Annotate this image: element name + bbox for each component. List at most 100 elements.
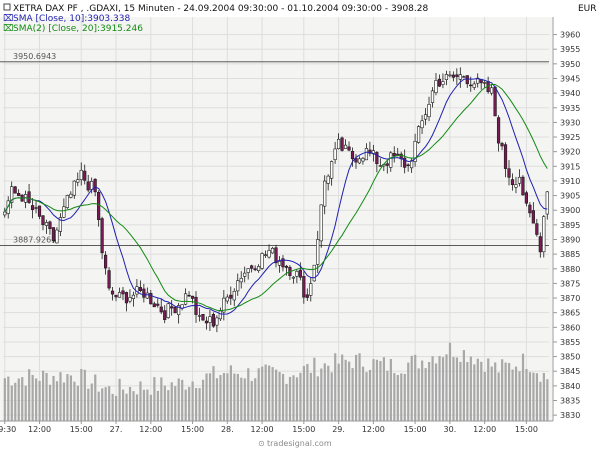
volume-bar bbox=[518, 371, 521, 421]
volume-bar bbox=[17, 378, 20, 421]
volume-bar bbox=[87, 388, 90, 421]
volume-bar bbox=[542, 372, 545, 421]
watermark-text: tradesignal.com bbox=[267, 439, 332, 448]
volume-bar bbox=[66, 374, 69, 421]
volume-bar bbox=[323, 363, 326, 421]
volume-bar bbox=[118, 378, 121, 421]
candle-body bbox=[410, 160, 414, 169]
candle-body bbox=[270, 247, 275, 254]
volume-bar bbox=[163, 385, 166, 421]
candle-body bbox=[423, 114, 428, 120]
candle-body bbox=[427, 104, 431, 118]
volume-bar bbox=[177, 378, 180, 421]
candle-body bbox=[149, 293, 153, 305]
y-tick-label: 3940 bbox=[560, 89, 580, 98]
volume-bar bbox=[90, 383, 93, 421]
volume-bar bbox=[508, 363, 511, 421]
volume-bar bbox=[257, 368, 260, 421]
volume-bar bbox=[243, 378, 246, 421]
candle-body bbox=[389, 152, 393, 168]
volume-bar bbox=[181, 379, 184, 421]
volume-bar bbox=[212, 366, 215, 421]
level-label: 3887.9265 bbox=[13, 236, 56, 245]
volume-bar bbox=[528, 372, 532, 421]
candle-body bbox=[469, 84, 473, 87]
volume-bar bbox=[309, 372, 312, 421]
candle-body bbox=[302, 276, 306, 298]
candle-body bbox=[406, 164, 410, 166]
volume-bar bbox=[466, 362, 469, 421]
sma-10-line bbox=[4, 78, 548, 315]
volume-bar bbox=[229, 365, 232, 421]
volume-bar bbox=[532, 372, 535, 421]
volume-bar bbox=[372, 359, 375, 421]
candle-body bbox=[128, 297, 132, 302]
volume-bar bbox=[358, 353, 361, 421]
candle-body bbox=[298, 269, 302, 278]
volume-bar bbox=[69, 375, 73, 421]
candle-body bbox=[204, 320, 209, 324]
volume-bar bbox=[52, 375, 55, 421]
sma-20-line bbox=[4, 83, 548, 312]
candle-body bbox=[44, 222, 49, 226]
volume-bar bbox=[3, 378, 6, 421]
volume-bar bbox=[546, 379, 549, 421]
volume-bar bbox=[35, 378, 38, 421]
volume-bar bbox=[121, 389, 125, 421]
y-tick-label: 3895 bbox=[560, 221, 580, 230]
volume-bar bbox=[226, 373, 229, 421]
candle-body bbox=[347, 146, 351, 151]
candle-body bbox=[277, 261, 282, 266]
candle-body bbox=[295, 270, 299, 277]
volume-bar bbox=[337, 363, 340, 421]
candle-body bbox=[323, 180, 327, 207]
candle-body bbox=[225, 296, 229, 302]
chart-title: XETRA DAX PF , .GDAXI, 15 Minuten - 24.0… bbox=[13, 4, 428, 14]
volume-bar bbox=[45, 372, 48, 421]
y-axis: 3960 3955 3950 3945 3940 3935 3930 3925 3920 3915… bbox=[552, 17, 580, 421]
candle-body bbox=[159, 306, 163, 313]
volume-bar bbox=[41, 370, 45, 421]
volume-bar bbox=[483, 371, 486, 421]
volume-bar bbox=[160, 377, 163, 421]
volume-bar bbox=[195, 388, 198, 421]
candle-body bbox=[437, 78, 442, 87]
candle-body bbox=[110, 290, 115, 295]
volume-bars bbox=[3, 342, 549, 421]
candle-body bbox=[190, 295, 195, 299]
volume-bar bbox=[149, 394, 153, 421]
volume-bar bbox=[233, 373, 236, 421]
volume-bar bbox=[501, 359, 504, 421]
candle-body bbox=[142, 288, 146, 298]
volume-bar bbox=[403, 373, 406, 421]
candle-body bbox=[197, 315, 202, 317]
volume-bar bbox=[254, 378, 257, 421]
volume-bar bbox=[275, 369, 278, 421]
volume-bar bbox=[313, 357, 316, 421]
volume-bar bbox=[302, 365, 306, 421]
volume-bar bbox=[55, 381, 59, 421]
volume-bar bbox=[48, 384, 52, 421]
candle-body bbox=[48, 221, 52, 230]
volume-bar bbox=[80, 368, 83, 421]
candle-body bbox=[152, 303, 156, 308]
candle-body bbox=[284, 265, 289, 268]
volume-bar bbox=[497, 372, 500, 421]
candle-body bbox=[246, 268, 250, 273]
candle-body bbox=[503, 144, 508, 169]
y-tick-label: 3860 bbox=[560, 323, 580, 332]
candle-body bbox=[30, 205, 35, 210]
volume-bar bbox=[334, 353, 337, 421]
volume-bar bbox=[525, 368, 528, 421]
sma-10-legend: SMA [Close, 10]:3903.338 bbox=[13, 14, 130, 24]
volume-bar bbox=[28, 369, 31, 421]
candle-body bbox=[232, 290, 236, 301]
volume-bar bbox=[62, 382, 66, 421]
candle-body bbox=[10, 186, 14, 203]
candle-body bbox=[340, 137, 344, 151]
volume-bar bbox=[389, 358, 392, 421]
x-tick-label: 12:00 bbox=[139, 425, 162, 434]
volume-bar bbox=[14, 382, 17, 421]
candle-body bbox=[451, 74, 455, 78]
y-tick-label: 3900 bbox=[560, 206, 580, 215]
